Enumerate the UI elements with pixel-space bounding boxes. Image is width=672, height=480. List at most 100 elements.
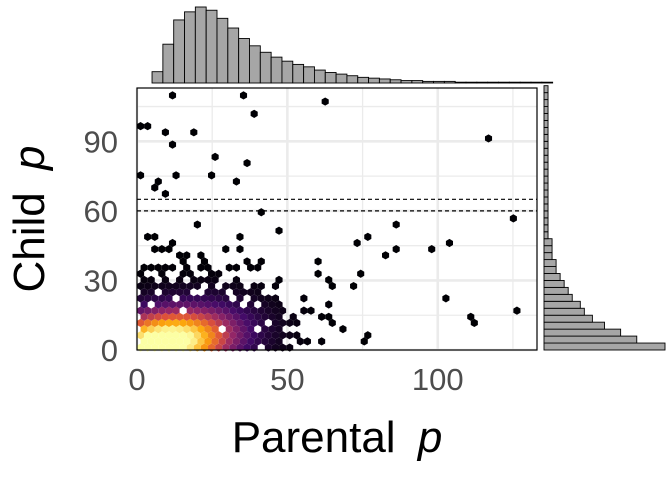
hexbin-cell xyxy=(293,331,301,340)
hexbin-cell xyxy=(190,312,198,321)
hexbin-cell xyxy=(151,294,159,303)
y-axis-title-text: Child xyxy=(5,192,54,292)
hexbin-cell xyxy=(200,331,209,340)
hexbin-cell xyxy=(243,331,251,340)
hexbin-cell xyxy=(275,300,283,309)
hexbin-cell xyxy=(186,269,194,278)
hexbin-cell xyxy=(200,294,209,303)
hexbin-cell xyxy=(147,312,155,321)
hexbin-cell xyxy=(222,245,230,254)
hexbin-cell xyxy=(289,312,297,321)
hexbin-cell xyxy=(144,306,152,315)
hexbin-cell xyxy=(176,324,184,334)
hexbin-cell xyxy=(247,312,255,321)
hexbin-cell xyxy=(147,263,155,272)
hexbin-cell xyxy=(137,306,145,315)
hexbin-cell xyxy=(140,288,148,297)
hexbin-cell xyxy=(286,318,294,328)
hexbin-cell xyxy=(147,337,155,346)
hexbin-cell xyxy=(204,312,212,321)
hexbin-cell xyxy=(215,318,223,328)
hexbin-cell xyxy=(176,337,184,346)
hexbin-cell xyxy=(172,318,180,328)
hexbin-cell xyxy=(204,300,212,309)
hexbin-cells xyxy=(137,91,521,352)
hexbin-cell xyxy=(239,288,248,297)
x-tick-label: 50 xyxy=(270,362,304,397)
hexbin-cell xyxy=(137,331,145,340)
hexbin-cell xyxy=(172,331,180,340)
hexbin-cell xyxy=(144,331,152,340)
hexbin-cell xyxy=(183,288,191,297)
y-histogram-bar xyxy=(543,175,549,184)
hexbin-cell xyxy=(325,312,333,321)
x-histogram-bar xyxy=(519,81,532,84)
hexbin-cell xyxy=(364,331,372,340)
hexbin-cell xyxy=(151,318,159,328)
hexbin-cell xyxy=(236,232,244,241)
hexbin-cell xyxy=(204,263,212,272)
hexbin-cell xyxy=(211,337,219,346)
x-histogram-bar xyxy=(433,80,445,84)
hexbin-cell xyxy=(222,306,230,315)
y-histogram-bar xyxy=(543,314,593,323)
y-histogram-bar xyxy=(543,126,549,135)
hexbin-cell xyxy=(197,300,205,309)
y-histogram-bar xyxy=(543,120,549,128)
hexbin-cell xyxy=(151,306,159,315)
x-histogram-bar xyxy=(292,63,305,84)
hexbin-cell xyxy=(364,232,372,241)
hexbin-cell xyxy=(318,312,326,321)
hexbin-cell xyxy=(151,331,159,340)
hexbin-cell xyxy=(186,294,194,303)
hexbin-cell xyxy=(137,294,145,303)
hexbin-cell xyxy=(154,312,162,321)
hexbin-cell xyxy=(350,281,358,291)
hexbin-cell xyxy=(208,171,216,180)
hexbin-cell xyxy=(254,312,262,321)
hexbin-cell xyxy=(307,306,315,315)
hexbin-cell xyxy=(392,245,400,254)
hexbin-cell xyxy=(140,275,148,284)
hexbin-cell xyxy=(158,294,166,303)
hexbin-cell xyxy=(225,324,233,334)
hexbin-cell xyxy=(211,275,219,284)
y-tick-label: 60 xyxy=(84,194,118,229)
y-histogram-bar xyxy=(543,133,549,142)
x-histogram-bar xyxy=(389,79,402,84)
hexbin-cell xyxy=(208,331,216,340)
hexbin-cell xyxy=(428,245,436,254)
hexbin-cell xyxy=(204,324,212,334)
hexbin-cell xyxy=(232,288,240,297)
hexbin-cell xyxy=(168,238,177,248)
y-histogram-bar xyxy=(543,252,553,261)
x-histogram-bar xyxy=(400,80,413,84)
hexbin-cell xyxy=(154,337,162,346)
hexbin-cell xyxy=(236,331,244,340)
hexbin-cell xyxy=(232,337,240,346)
hexbin-cell xyxy=(154,177,162,186)
x-histogram-bar xyxy=(270,56,283,84)
y-histogram-bar xyxy=(543,154,549,163)
hexbin-cell xyxy=(179,257,187,266)
hexbin-cell xyxy=(211,324,219,334)
y-histogram-bar xyxy=(543,99,549,107)
hexbin-cell xyxy=(250,109,258,118)
y-tick-label: 30 xyxy=(84,263,118,298)
hexbin-cell xyxy=(232,312,240,321)
hexbin-cell xyxy=(186,331,194,340)
hexbin-cell xyxy=(200,318,209,328)
hexbin-cell xyxy=(168,312,177,321)
y-histogram-bar xyxy=(543,106,549,114)
hexbin-cell xyxy=(261,324,269,334)
hexbin-cell xyxy=(257,306,265,315)
y-histogram-bar xyxy=(543,273,561,281)
y-histogram-bar xyxy=(543,238,553,247)
hexbin-cell xyxy=(211,300,219,309)
hexbin-cell xyxy=(232,300,240,309)
hexbin-cell xyxy=(158,269,166,278)
hexbin-cell xyxy=(215,269,223,278)
hexbin-cell xyxy=(513,306,521,315)
hexbin-cell xyxy=(165,245,173,254)
hexbin-cell xyxy=(200,306,209,315)
